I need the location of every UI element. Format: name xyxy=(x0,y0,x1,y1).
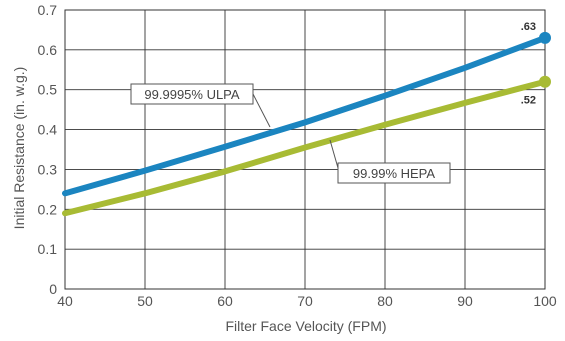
series-end-marker-ulpa xyxy=(539,31,551,44)
series-end-marker-hepa xyxy=(539,75,551,88)
x-tick-label: 100 xyxy=(533,293,557,309)
x-tick-label: 90 xyxy=(457,293,473,309)
y-tick-label: 0.2 xyxy=(38,201,58,217)
y-tick-label: 0 xyxy=(49,281,57,297)
annotation-box xyxy=(337,162,451,184)
annotation-text: 99.9995% ULPA xyxy=(144,87,239,102)
y-tick-label: 0.6 xyxy=(38,42,58,58)
series: .63 .52 xyxy=(62,21,551,217)
annotation-callout-ulpa: 99.9995% ULPA xyxy=(130,83,271,128)
x-tick-label: 40 xyxy=(57,293,73,309)
x-tick-label: 80 xyxy=(377,293,393,309)
series-end-label-ulpa: .63 xyxy=(521,21,536,33)
annotation-text: 99.99% HEPA xyxy=(353,166,435,181)
annotation-leader-line xyxy=(252,93,271,128)
annotations: 99.9995% ULPA 99.99% HEPA xyxy=(130,83,451,184)
y-axis-title: Initial Resistance (in. w.g.) xyxy=(11,67,27,230)
plot-frame xyxy=(64,9,546,290)
annotation-leader-line xyxy=(329,139,339,169)
axes: 40 50 60 70 80 90 100 0 0.1 0.2 0.3 0.4 0.5 0.6 0.7 xyxy=(38,2,557,309)
x-axis-title: Filter Face Velocity (FPM) xyxy=(225,318,386,334)
x-tick-label: 60 xyxy=(217,293,233,309)
x-tick-label: 50 xyxy=(137,293,153,309)
y-tick-label: 0.4 xyxy=(38,122,58,138)
y-tick-label: 0.1 xyxy=(38,241,58,257)
y-tick-label: 0.5 xyxy=(38,82,58,98)
annotation-callout-hepa: 99.99% HEPA xyxy=(329,139,451,184)
series-line-ulpa xyxy=(62,34,548,197)
series-end-label-hepa: .52 xyxy=(521,95,536,107)
series-line-hepa xyxy=(62,78,548,217)
x-tick-label: 70 xyxy=(297,293,313,309)
y-tick-label: 0.3 xyxy=(38,161,58,177)
annotation-box xyxy=(130,83,254,105)
y-tick-label: 0.7 xyxy=(38,2,58,18)
